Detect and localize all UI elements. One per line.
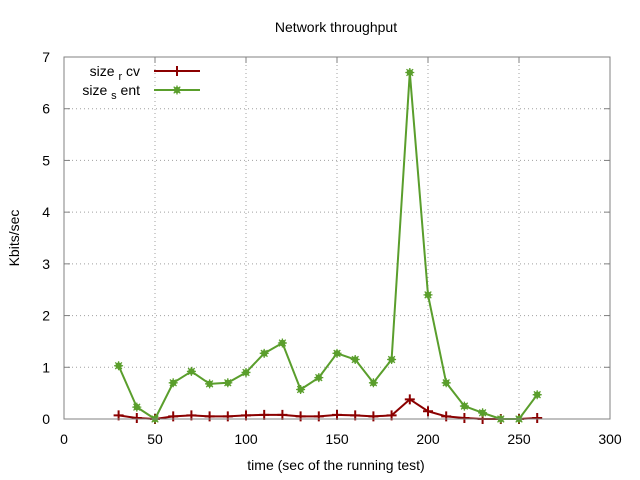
x-axis-label: time (sec of the running test)	[247, 457, 424, 473]
data-point-size-sent	[405, 68, 415, 78]
marker-star	[277, 338, 287, 348]
marker-star	[223, 378, 233, 388]
marker-star	[478, 408, 488, 418]
data-point-size-rcv	[441, 411, 452, 422]
marker-star	[405, 68, 415, 78]
data-point-size-sent	[441, 378, 451, 388]
legend-marker-size-sent	[172, 85, 182, 95]
x-tick-label: 50	[147, 431, 163, 447]
data-point-size-sent	[478, 408, 488, 418]
marker-star	[387, 355, 397, 365]
marker-star	[441, 378, 451, 388]
data-point-size-sent	[387, 355, 397, 365]
data-point-size-rcv	[332, 409, 342, 420]
legend-label-size-sent: size s ent	[82, 82, 140, 102]
data-point-size-sent	[259, 348, 269, 358]
data-point-size-sent	[423, 290, 433, 300]
marker-star	[205, 379, 215, 389]
y-tick-label: 7	[42, 49, 50, 65]
data-point-size-rcv	[204, 411, 215, 422]
legend-label-size-rcv: size r cv	[90, 63, 140, 83]
series-size-sent	[114, 68, 542, 424]
series-size-rcv	[113, 394, 543, 424]
legend-marker-size-rcv	[172, 66, 182, 76]
data-point-size-rcv	[131, 412, 142, 423]
y-tick-label: 0	[42, 411, 50, 427]
data-point-size-sent	[205, 379, 215, 389]
marker-star	[296, 385, 306, 395]
data-point-size-sent	[241, 367, 251, 377]
marker-star	[350, 355, 360, 365]
marker-star	[314, 373, 324, 383]
marker-star	[459, 401, 469, 411]
data-point-size-rcv	[313, 411, 324, 422]
y-tick-label: 4	[42, 204, 50, 220]
x-tick-label: 300	[598, 431, 622, 447]
y-axis-label: Kbits/sec	[6, 210, 22, 267]
data-point-size-sent	[459, 401, 469, 411]
marker-star	[259, 348, 269, 358]
data-point-size-sent	[296, 385, 306, 395]
series-lines	[113, 68, 543, 424]
data-point-size-sent	[114, 361, 124, 371]
marker-star	[423, 290, 433, 300]
data-point-size-rcv	[259, 409, 270, 420]
x-tick-label: 200	[416, 431, 440, 447]
data-point-size-rcv	[404, 394, 415, 405]
x-tick-label: 100	[234, 431, 258, 447]
y-tick-label: 6	[42, 101, 50, 117]
marker-star	[172, 85, 182, 95]
data-point-size-sent	[332, 348, 342, 358]
data-point-size-sent	[350, 355, 360, 365]
y-tick-label: 5	[42, 152, 50, 168]
marker-star	[368, 378, 378, 388]
data-point-size-rcv	[168, 411, 179, 422]
data-point-size-sent	[314, 373, 324, 383]
marker-star	[168, 378, 178, 388]
data-point-size-sent	[277, 338, 287, 348]
data-point-size-sent	[368, 378, 378, 388]
plot-frame	[63, 56, 611, 420]
data-point-size-rcv	[423, 406, 433, 417]
y-tick-label: 2	[42, 308, 50, 324]
x-tick-label: 0	[60, 431, 68, 447]
data-point-size-sent	[186, 366, 196, 376]
data-point-size-rcv	[222, 411, 233, 422]
marker-star	[241, 367, 251, 377]
y-tick-label: 1	[42, 359, 50, 375]
data-point-size-sent	[168, 378, 178, 388]
data-point-size-rcv	[295, 411, 306, 422]
marker-star	[186, 366, 196, 376]
grid	[63, 56, 611, 420]
data-point-size-sent	[532, 390, 542, 400]
data-point-size-rcv	[368, 411, 379, 422]
marker-star	[114, 361, 124, 371]
data-point-size-rcv	[277, 409, 288, 420]
series-line-size-sent	[117, 71, 539, 420]
marker-star	[132, 402, 142, 412]
marker-star	[532, 390, 542, 400]
marker-star	[332, 348, 342, 358]
x-tick-label: 250	[507, 431, 531, 447]
data-point-size-rcv	[532, 412, 543, 423]
data-point-size-rcv	[459, 412, 470, 423]
y-tick-label: 3	[42, 256, 50, 272]
data-point-size-sent	[132, 402, 142, 412]
tick-labels: 0 50 100 150 200 250 300 0 1 2 3 4 5 6 7	[42, 49, 622, 447]
data-point-size-sent	[223, 378, 233, 388]
x-tick-label: 150	[325, 431, 349, 447]
chart-title: Network throughput	[275, 19, 397, 35]
